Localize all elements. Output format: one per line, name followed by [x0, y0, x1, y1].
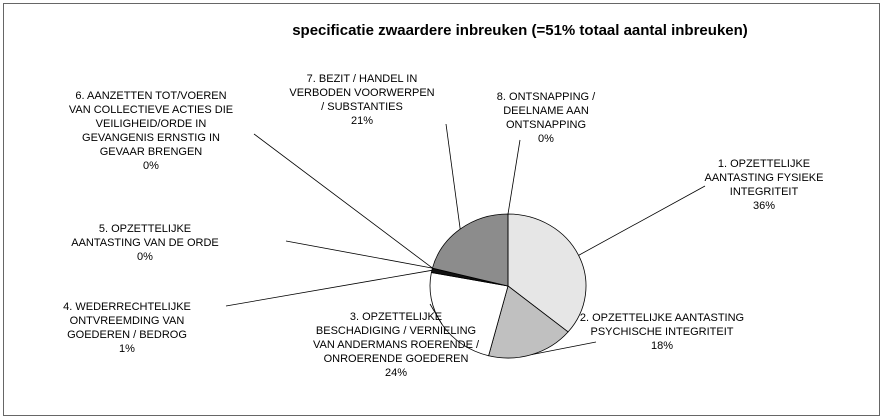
category-label: 7. BEZIT / HANDEL IN VERBODEN VOORWERPEN… — [289, 73, 435, 113]
leader-line — [253, 133, 433, 269]
category-label: 8. ONTSNAPPING / DEELNAME AAN ONTSNAPPIN… — [496, 91, 596, 131]
leader-line — [578, 185, 706, 256]
value-label: 1% — [119, 343, 135, 355]
leader-line — [507, 139, 521, 215]
value-label: 0% — [137, 251, 153, 263]
value-label: 21% — [350, 115, 374, 127]
value-label: 24% — [384, 367, 408, 379]
value-label: 36% — [752, 200, 776, 212]
value-label: 18% — [650, 340, 674, 352]
category-label: 3. OPZETTELIJKE BESCHADIGING / VERNIELIN… — [312, 311, 480, 365]
pie-slice — [488, 285, 569, 359]
pie-slice — [431, 213, 509, 287]
frame — [3, 3, 880, 416]
category-label: 5. OPZETTELIJKE AANTASTING VAN DE ORDE — [71, 223, 219, 249]
category-label: 4. WEDERRECHTELIJKE ONTVREEMDING VAN GOE… — [63, 301, 191, 341]
slice-label: 4. WEDERRECHTELIJKE ONTVREEMDING VAN GOE… — [57, 300, 197, 356]
pie-slice — [429, 272, 509, 357]
slice-label: 6. AANZETTEN TOT/VOEREN VAN COLLECTIEVE … — [66, 89, 236, 173]
leader-line — [429, 303, 443, 325]
leader-line — [225, 269, 432, 307]
slice-label: 7. BEZIT / HANDEL IN VERBODEN VOORWERPEN… — [287, 72, 437, 128]
slice-label: 2. OPZETTELIJKE AANTASTING PSYCHISCHE IN… — [577, 311, 747, 353]
chart-title: specificatie zwaardere inbreuken (=51% t… — [292, 22, 748, 39]
leader-line — [532, 341, 597, 355]
value-label: 0% — [538, 133, 554, 145]
category-label: 2. OPZETTELIJKE AANTASTING PSYCHISCHE IN… — [579, 312, 745, 338]
leader-line — [445, 123, 461, 230]
slice-label: 5. OPZETTELIJKE AANTASTING VAN DE ORDE 0% — [65, 222, 225, 264]
leader-line — [285, 240, 433, 269]
category-label: 1. OPZETTELIJKE AANTASTING FYSIEKE INTEG… — [704, 158, 824, 198]
category-label: 6. AANZETTEN TOT/VOEREN VAN COLLECTIEVE … — [68, 90, 234, 158]
slice-label: 8. ONTSNAPPING / DEELNAME AAN ONTSNAPPIN… — [491, 90, 601, 146]
value-label: 0% — [143, 160, 159, 172]
slice-label: 1. OPZETTELIJKE AANTASTING FYSIEKE INTEG… — [689, 157, 839, 213]
slice-label: 3. OPZETTELIJKE BESCHADIGING / VERNIELIN… — [311, 310, 481, 380]
